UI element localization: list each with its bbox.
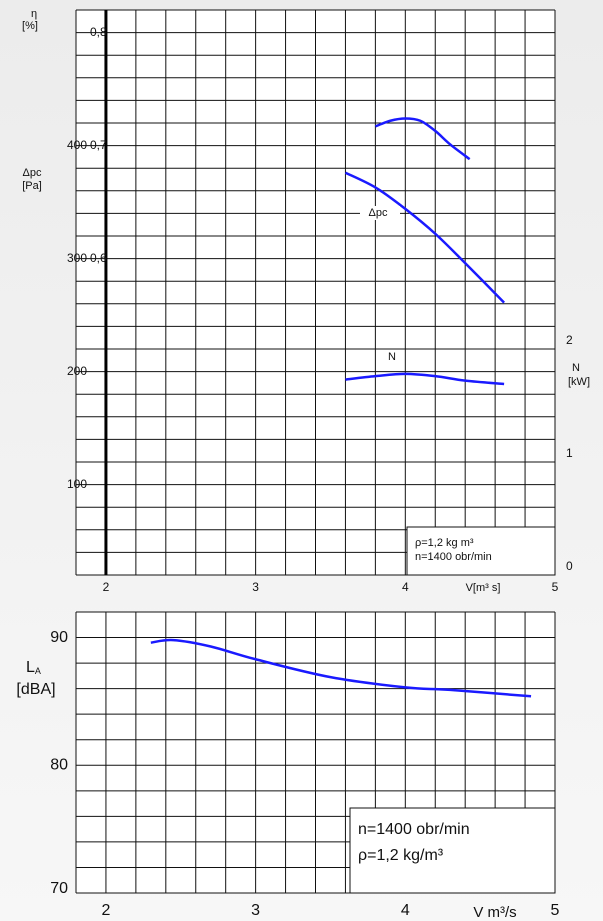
annotation: n=1400 obr/min — [358, 821, 470, 838]
y-tick-label: 90 — [50, 629, 68, 646]
x-tick-label: 4 — [401, 902, 410, 919]
y-axis-label: LA — [26, 659, 41, 676]
y-tick-label: 80 — [50, 756, 68, 773]
y-axis-label: Δpc — [23, 167, 42, 179]
annotation: n=1400 obr/min — [415, 551, 492, 563]
y3-axis-label: η — [31, 8, 37, 20]
y-tick-label: 100 — [67, 477, 87, 491]
curve-label-bg — [360, 206, 400, 220]
y3-tick-label: 0,7 — [90, 138, 107, 152]
y-axis-label-sub: A — [35, 666, 41, 676]
y-axis-label-main: L — [26, 659, 35, 676]
x-tick-label: 2 — [103, 580, 110, 594]
x-tick-label: 3 — [251, 902, 260, 919]
annotation: ρ=1,2 kg m³ — [415, 537, 474, 549]
x-axis-label: V m³/s — [473, 904, 516, 921]
y-tick-label: 200 — [67, 364, 87, 378]
y3-tick-label: 0,6 — [90, 251, 107, 265]
x-tick-label: 2 — [101, 902, 110, 919]
y2-axis-unit: [kW] — [568, 376, 590, 388]
x-tick-label: 5 — [552, 580, 559, 594]
y-tick-label: 70 — [50, 880, 68, 897]
y2-axis-label: N — [572, 362, 580, 374]
annotation: ρ=1,2 kg/m³ — [358, 847, 444, 864]
annotation-box — [349, 807, 556, 894]
y-axis-unit: [Pa] — [22, 180, 42, 192]
y3-axis-unit: [%] — [22, 20, 38, 32]
curve — [344, 171, 505, 304]
x-axis-label: V[m³ s] — [466, 582, 501, 594]
y2-tick-label: 0 — [566, 559, 573, 573]
curve — [374, 117, 471, 161]
y-axis-unit: [dBA] — [16, 681, 55, 698]
y-tick-label: 400 — [67, 138, 87, 152]
x-tick-label: 5 — [551, 902, 560, 919]
curve — [150, 638, 532, 698]
y3-tick-label: 0,8 — [90, 25, 107, 39]
y-tick-label: 300 — [67, 251, 87, 265]
curve-label: Δpc — [369, 207, 388, 219]
annotation-box — [406, 526, 556, 576]
y2-tick-label: 2 — [566, 333, 573, 347]
x-tick-label: 4 — [402, 580, 409, 594]
curve-label: N — [388, 351, 396, 363]
x-tick-label: 3 — [252, 580, 259, 594]
curve — [345, 372, 505, 386]
y2-tick-label: 1 — [566, 446, 573, 460]
